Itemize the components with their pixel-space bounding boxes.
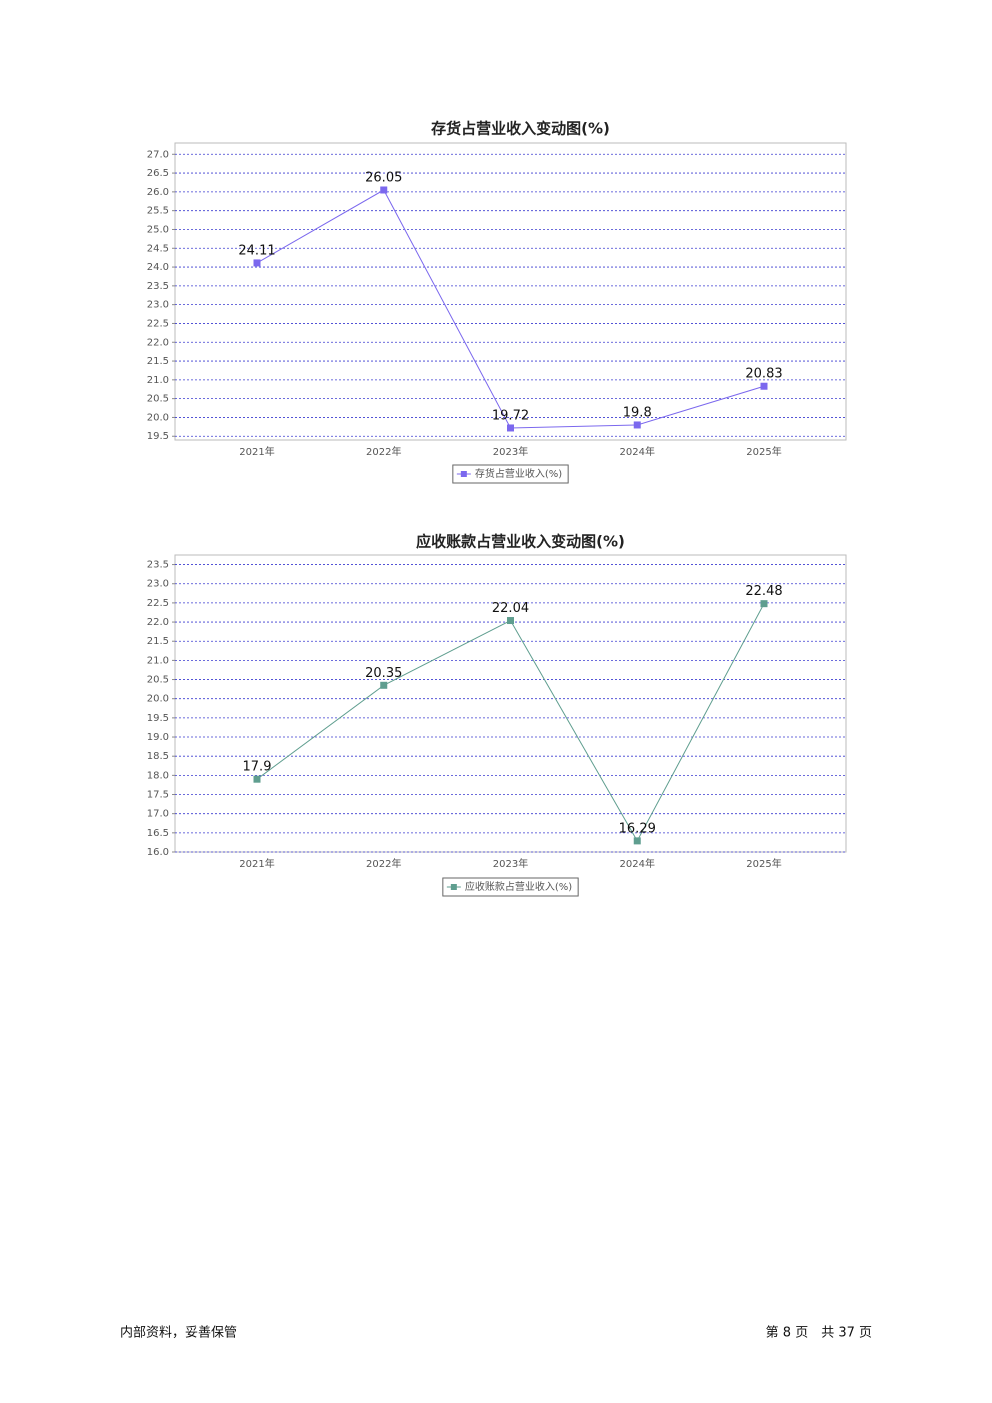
point: [507, 617, 514, 625]
x-tick-label: 2022年: [366, 445, 401, 458]
legend-marker: [460, 471, 467, 477]
point: [380, 186, 388, 194]
y-tick-label: 21.0: [147, 375, 169, 386]
series-line: [256, 189, 765, 429]
y-tick-label: 18.5: [147, 751, 169, 762]
data-label: 16.29: [619, 821, 656, 836]
series-line: [256, 603, 765, 842]
y-tick-label: 26.5: [147, 168, 169, 179]
point: [253, 775, 261, 783]
point: [633, 421, 641, 429]
y-tick-label: 17.0: [147, 809, 169, 820]
point: [380, 681, 388, 689]
legend-label: 存货占营业收入(%): [475, 467, 562, 480]
y-tick-label: 20.5: [147, 675, 169, 686]
y-tick-label: 20.0: [147, 412, 169, 423]
y-tick-label: 23.0: [147, 300, 169, 311]
plot-frame: [174, 554, 847, 853]
y-tick-label: 22.5: [147, 318, 169, 329]
y-tick-label: 19.5: [147, 431, 169, 442]
footer-right: 第 8 页 共 37 页: [766, 1326, 872, 1341]
x-tick-label: 2021年: [239, 857, 274, 870]
point: [633, 837, 641, 845]
y-tick-label: 27.0: [147, 149, 169, 160]
y-tick-label: 23.5: [147, 560, 169, 571]
legend-box: [442, 877, 579, 897]
y-tick-label: 23.5: [147, 281, 169, 292]
point: [760, 600, 768, 608]
chart-title: 应收账款占营业收入变动图(%): [416, 533, 625, 551]
data-label: 22.04: [492, 601, 529, 616]
point: [507, 424, 514, 432]
x-tick-label: 2022年: [366, 857, 401, 870]
x-tick-label: 2025年: [746, 857, 781, 870]
x-tick-label: 2023年: [493, 857, 528, 870]
data-label: 19.72: [492, 408, 529, 423]
y-tick-label: 20.5: [147, 394, 169, 405]
legend-label: 应收账款占营业收入(%): [465, 880, 572, 893]
y-tick-label: 25.5: [147, 206, 169, 217]
y-tick-label: 24.5: [147, 243, 169, 254]
data-label: 26.05: [365, 170, 402, 185]
y-tick-label: 19.5: [147, 713, 169, 724]
x-tick-label: 2021年: [239, 445, 274, 458]
y-tick-label: 16.0: [147, 847, 169, 858]
y-tick-label: 22.5: [147, 598, 169, 609]
y-tick-label: 16.5: [147, 828, 169, 839]
plot-frame: [174, 142, 847, 441]
y-tick-label: 17.5: [147, 790, 169, 801]
y-tick-label: 20.0: [147, 694, 169, 705]
y-tick-label: 21.5: [147, 356, 169, 367]
legend-marker: [450, 884, 457, 890]
y-tick-label: 19.0: [147, 732, 169, 743]
x-tick-label: 2024年: [620, 445, 655, 458]
footer-left: 内部资料，妥善保管: [120, 1325, 237, 1341]
data-label: 20.35: [365, 666, 402, 681]
legend-box: [452, 464, 569, 484]
data-label: 22.48: [745, 584, 782, 599]
y-tick-label: 18.0: [147, 770, 169, 781]
chart-title: 存货占营业收入变动图(%): [431, 120, 610, 138]
y-tick-label: 26.0: [147, 187, 169, 198]
data-label: 20.83: [745, 367, 782, 382]
y-tick-label: 24.0: [147, 262, 169, 273]
data-label: 24.11: [238, 243, 275, 258]
x-tick-label: 2023年: [493, 445, 528, 458]
y-tick-label: 23.0: [147, 579, 169, 590]
point: [253, 259, 261, 267]
y-tick-label: 22.0: [147, 617, 169, 628]
y-tick-label: 25.0: [147, 224, 169, 235]
y-tick-label: 21.5: [147, 636, 169, 647]
y-tick-label: 21.0: [147, 655, 169, 666]
data-label: 17.9: [243, 760, 272, 775]
data-label: 19.8: [623, 405, 652, 420]
y-tick-label: 22.0: [147, 337, 169, 348]
x-tick-label: 2024年: [620, 857, 655, 870]
x-tick-label: 2025年: [746, 445, 781, 458]
point: [760, 382, 768, 390]
